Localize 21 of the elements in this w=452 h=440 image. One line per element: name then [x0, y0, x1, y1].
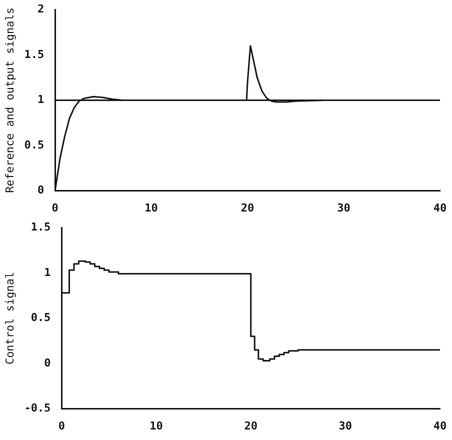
x-tick-label: 10: [144, 201, 158, 214]
y-tick-label: 1.5: [30, 220, 51, 234]
x-tick-label: 20: [244, 419, 258, 432]
y-tick-label: 1: [37, 93, 44, 106]
x-tick-label: 20: [240, 201, 254, 214]
x-tick-label: 40: [433, 419, 447, 432]
x-tick-label: 30: [338, 419, 352, 432]
x-tick-label: 0: [58, 419, 66, 432]
y-axis-title: Reference and output signals: [3, 7, 16, 193]
y-tick-label: 1.5: [24, 48, 44, 61]
y-tick-label: 1: [44, 266, 52, 279]
y-axis-title: Control signal: [3, 272, 16, 365]
y-tick-label: 2: [37, 2, 44, 16]
y-tick-label: 0.5: [24, 138, 44, 152]
x-tick-label: 30: [337, 201, 350, 214]
x-tick-label: 10: [150, 419, 163, 432]
y-tick-label: 0: [44, 356, 51, 370]
y-tick-label: 0.5: [30, 311, 51, 324]
y-tick-label: -0.5: [24, 402, 51, 415]
x-tick-label: 40: [433, 201, 447, 214]
y-tick-label: 0: [37, 184, 44, 197]
